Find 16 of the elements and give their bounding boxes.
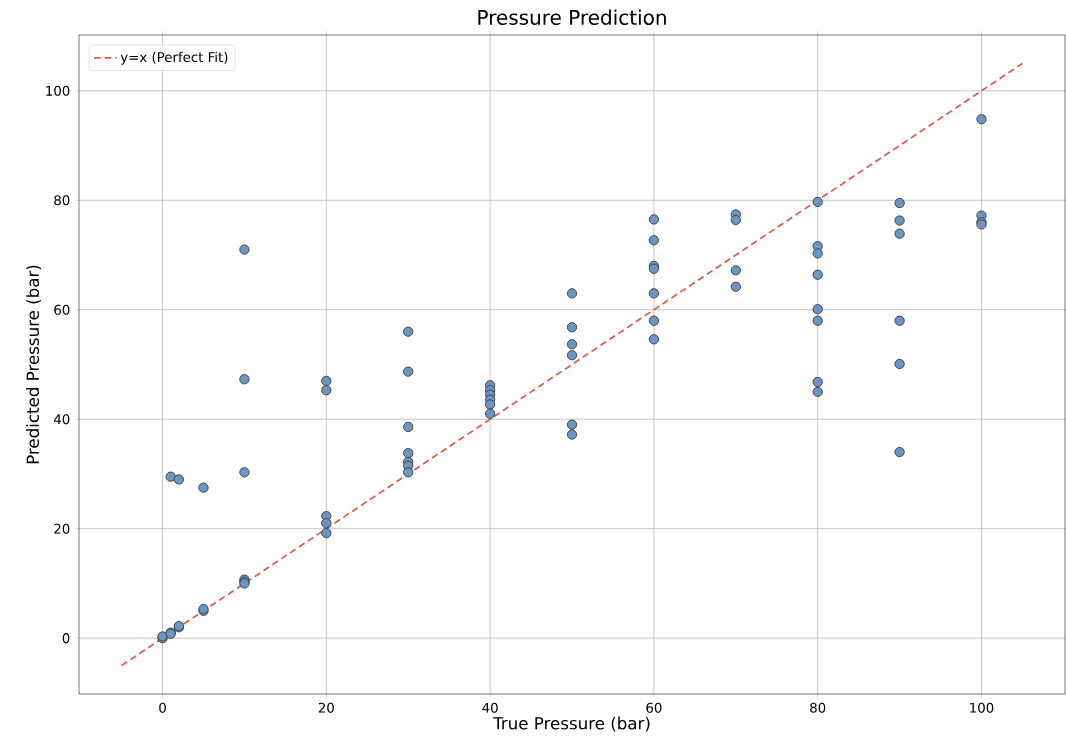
x-tick-label: 100 [970, 702, 994, 713]
chart-title: Pressure Prediction [478, 9, 666, 25]
x-tick-label: 80 [810, 702, 826, 713]
y-tick-label: 80 [54, 195, 70, 206]
y-tick-label: 100 [46, 85, 70, 96]
x-tick-label: 40 [482, 702, 498, 713]
y-axis-title: Predicted Pressure (bar) [26, 265, 42, 464]
legend-label: y=x (Perfect Fit) [120, 51, 228, 65]
y-tick-label: 0 [62, 633, 70, 644]
y-tick-label: 60 [54, 304, 70, 315]
y-tick-label: 40 [53, 414, 70, 425]
x-tick-label: 0 [159, 702, 166, 713]
x-axis-title: True Pressure (bar) [493, 716, 650, 732]
x-tick-label: 20 [318, 702, 334, 713]
x-tick-label: 60 [646, 702, 662, 713]
y-tick-label: 20 [54, 523, 70, 534]
